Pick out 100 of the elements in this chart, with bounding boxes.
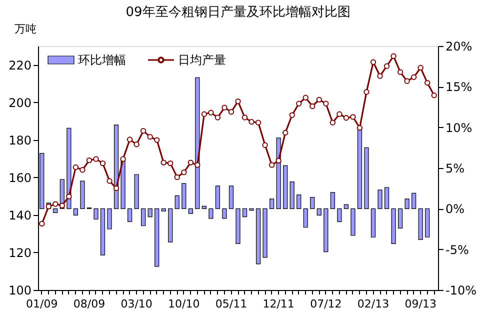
bar bbox=[242, 208, 248, 218]
y2-tick-label: 10% bbox=[446, 120, 472, 135]
bar bbox=[290, 182, 294, 209]
x-tick-label: 09/13 bbox=[404, 298, 436, 310]
bar bbox=[310, 196, 315, 209]
bar bbox=[316, 208, 322, 216]
point bbox=[188, 160, 194, 166]
bar bbox=[344, 204, 348, 209]
point bbox=[52, 201, 58, 207]
point bbox=[418, 64, 424, 71]
point bbox=[343, 115, 350, 121]
point bbox=[214, 114, 221, 120]
bar bbox=[330, 192, 335, 209]
bar bbox=[128, 208, 132, 222]
bar bbox=[303, 208, 308, 228]
y-tick-label: 120 bbox=[8, 246, 32, 260]
y2-tick-label: 15% bbox=[446, 80, 472, 94]
bar bbox=[80, 180, 85, 209]
bar bbox=[168, 208, 173, 242]
point bbox=[174, 174, 180, 180]
point bbox=[208, 110, 214, 116]
point bbox=[330, 120, 336, 126]
bar bbox=[384, 187, 390, 209]
y-tick-label: 220 bbox=[8, 58, 32, 72]
point bbox=[248, 118, 254, 125]
point bbox=[390, 53, 396, 59]
point bbox=[323, 100, 329, 106]
y-tick-label: 160 bbox=[8, 170, 32, 185]
point bbox=[302, 94, 308, 100]
point bbox=[154, 137, 160, 143]
bar bbox=[276, 138, 281, 209]
bar bbox=[412, 192, 416, 209]
point bbox=[72, 164, 79, 170]
bar bbox=[283, 165, 288, 209]
point bbox=[356, 124, 363, 131]
bar bbox=[222, 208, 227, 219]
bar bbox=[378, 190, 382, 209]
bar bbox=[262, 208, 268, 258]
bar bbox=[391, 208, 396, 244]
bar bbox=[53, 208, 58, 214]
point bbox=[93, 156, 99, 162]
point bbox=[364, 89, 370, 95]
x-tick-label: 02/13 bbox=[357, 298, 390, 310]
point bbox=[222, 104, 228, 110]
bar bbox=[236, 208, 240, 244]
bar bbox=[66, 128, 72, 209]
point bbox=[310, 103, 316, 110]
point bbox=[86, 157, 92, 164]
point bbox=[168, 160, 174, 166]
point bbox=[39, 220, 45, 227]
chart-title: 09年至今粗钢日产量及环比增幅对比图 bbox=[126, 5, 350, 20]
bar bbox=[364, 147, 369, 209]
bar bbox=[270, 198, 274, 209]
point bbox=[106, 178, 112, 184]
point bbox=[262, 142, 268, 148]
bar bbox=[161, 208, 166, 212]
y-tick-label: 140 bbox=[8, 208, 32, 222]
y2-tick-label: 20% bbox=[446, 40, 472, 54]
bar bbox=[141, 208, 146, 226]
bar bbox=[404, 198, 410, 209]
point bbox=[242, 114, 248, 120]
x-tick-label: 01/09 bbox=[26, 298, 58, 310]
y2-tick-label: 0% bbox=[446, 202, 465, 216]
bar bbox=[425, 208, 430, 238]
point bbox=[397, 69, 404, 75]
point bbox=[404, 78, 410, 84]
y2-tick-label: 5% bbox=[446, 162, 465, 176]
point bbox=[282, 130, 288, 136]
y-tick-label: 180 bbox=[8, 133, 32, 148]
y-axis-title: 万吨 bbox=[14, 22, 36, 36]
bar bbox=[107, 208, 112, 230]
y2-tick-label: -5% bbox=[446, 242, 469, 257]
point bbox=[228, 109, 234, 115]
point bbox=[120, 156, 126, 162]
point bbox=[431, 92, 437, 98]
bar bbox=[256, 208, 261, 264]
point bbox=[126, 136, 133, 142]
legend-label: 日均产量 bbox=[178, 53, 226, 67]
bar bbox=[296, 194, 302, 209]
bar bbox=[100, 208, 106, 256]
point bbox=[410, 74, 417, 80]
x-tick-label: 03/10 bbox=[120, 298, 152, 310]
bar bbox=[208, 208, 214, 219]
point bbox=[336, 111, 342, 117]
point bbox=[147, 134, 153, 140]
bar bbox=[188, 208, 193, 214]
x-tick-label: 07/12 bbox=[310, 298, 342, 310]
bar bbox=[398, 208, 403, 228]
point bbox=[289, 112, 295, 118]
point bbox=[255, 120, 262, 126]
x-tick-label: 12/11 bbox=[262, 298, 294, 310]
bar bbox=[134, 174, 139, 209]
bar bbox=[370, 208, 376, 238]
bar bbox=[94, 208, 98, 220]
y2-tick-label: -10% bbox=[446, 284, 477, 298]
x-tick-label: 08/09 bbox=[73, 298, 106, 310]
point bbox=[424, 80, 430, 86]
bar bbox=[182, 183, 186, 209]
legend-label: 环比增幅 bbox=[78, 53, 126, 67]
point bbox=[100, 160, 106, 166]
